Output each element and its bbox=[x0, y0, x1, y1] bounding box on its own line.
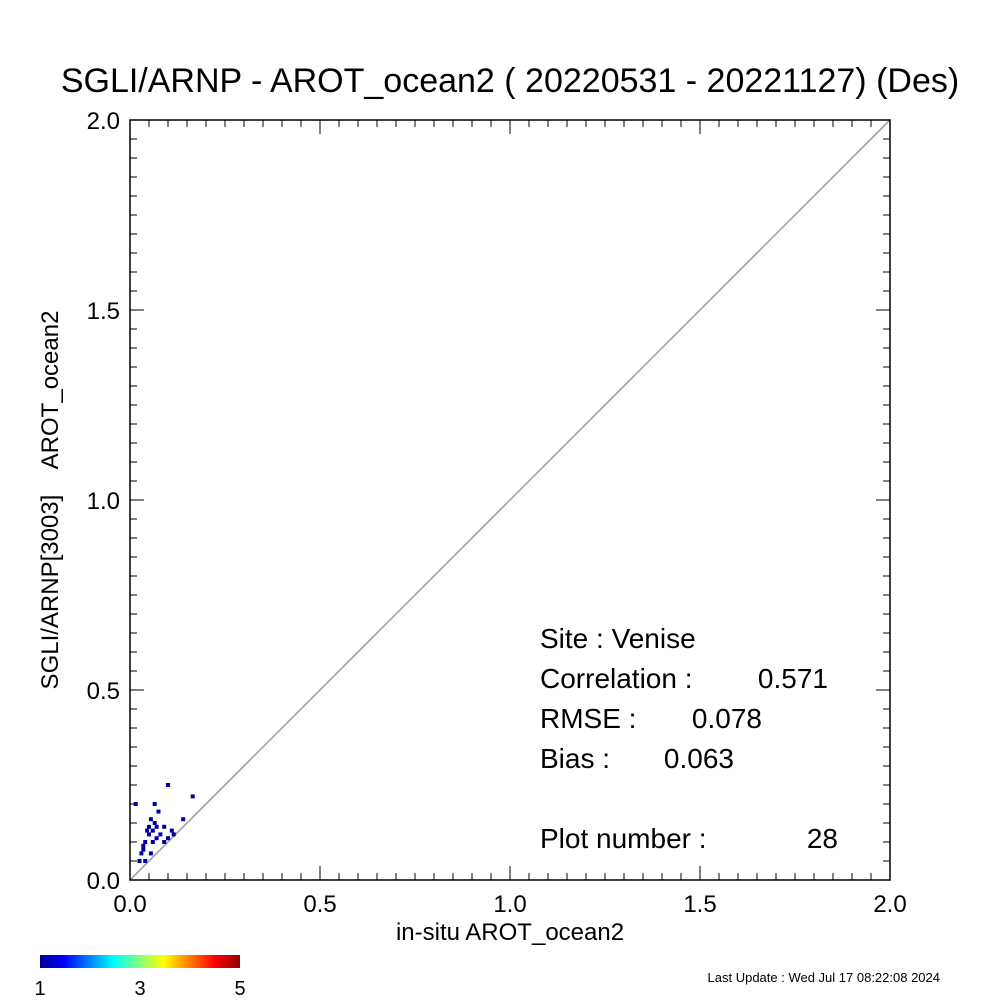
data-point bbox=[162, 840, 167, 844]
stat-value: 0.063 bbox=[664, 743, 734, 774]
stat-label: Bias : bbox=[540, 743, 610, 774]
data-point bbox=[141, 843, 146, 848]
stat-label: RMSE : bbox=[540, 703, 636, 734]
data-point bbox=[145, 828, 150, 833]
data-point bbox=[156, 809, 161, 814]
data-point bbox=[150, 840, 155, 844]
y-axis-label: SGLI/ARNP[3003] AROT_ocean2 bbox=[37, 311, 64, 690]
y-tick-label: 1.5 bbox=[87, 298, 120, 325]
x-tick-label: 0.0 bbox=[113, 891, 146, 918]
x-tick-label: 1.0 bbox=[493, 891, 526, 918]
y-tick-label: 0.5 bbox=[87, 678, 120, 705]
x-axis-label: in-situ AROT_ocean2 bbox=[396, 919, 624, 946]
data-point bbox=[143, 840, 148, 844]
colorbar-label: 3 bbox=[134, 978, 145, 1000]
colorbar-labels: 1 3 5 bbox=[34, 978, 245, 1000]
one-to-one-line bbox=[129, 119, 891, 881]
axis-ticks bbox=[129, 119, 891, 881]
y-tick-label: 0.0 bbox=[87, 868, 120, 895]
data-point bbox=[147, 824, 151, 829]
statistics-panel: Site : Venise Correlation : 0.571 RMSE : 0.0… bbox=[540, 623, 838, 854]
data-point bbox=[190, 794, 195, 799]
data-point bbox=[171, 832, 176, 837]
stat-label: Plot number : bbox=[540, 823, 707, 854]
data-points bbox=[133, 783, 195, 863]
tick-labels: 0.0 0.5 1.0 1.5 2.0 0.0 0.5 1.0 1.5 2.0 bbox=[87, 108, 907, 918]
x-tick-label: 0.5 bbox=[303, 891, 336, 918]
stat-value: 28 bbox=[807, 823, 838, 854]
stat-value: 0.571 bbox=[758, 663, 828, 694]
data-point bbox=[162, 824, 167, 829]
data-point bbox=[152, 802, 157, 806]
stat-value: 0.078 bbox=[692, 703, 762, 734]
stat-label: Correlation : bbox=[540, 663, 693, 694]
data-point bbox=[143, 859, 148, 863]
data-point bbox=[166, 783, 170, 787]
plot-frame bbox=[129, 119, 891, 881]
data-point bbox=[181, 817, 186, 822]
data-point bbox=[139, 851, 144, 856]
data-point bbox=[148, 817, 153, 822]
colorbar-label: 5 bbox=[234, 978, 245, 1000]
data-point bbox=[166, 836, 170, 841]
data-point bbox=[150, 828, 155, 833]
data-point bbox=[169, 828, 174, 833]
data-point bbox=[148, 851, 153, 856]
data-point bbox=[152, 821, 157, 825]
stat-label: Site : Venise bbox=[540, 623, 696, 654]
chart-title: SGLI/ARNP - AROT_ocean2 ( 20220531 - 202… bbox=[61, 62, 959, 100]
data-point bbox=[154, 824, 159, 829]
data-point bbox=[154, 836, 159, 841]
y-tick-label: 1.0 bbox=[87, 488, 120, 515]
colorbar-label: 1 bbox=[34, 978, 45, 1000]
data-point bbox=[137, 859, 142, 863]
x-tick-label: 2.0 bbox=[873, 891, 906, 918]
last-update: Last Update : Wed Jul 17 08:22:08 2024 bbox=[708, 970, 940, 985]
y-tick-label: 2.0 bbox=[87, 108, 120, 135]
data-point bbox=[133, 802, 138, 806]
colorbar bbox=[40, 955, 240, 968]
data-point bbox=[158, 832, 163, 837]
data-point bbox=[147, 832, 151, 837]
data-point bbox=[141, 847, 146, 852]
x-tick-label: 1.5 bbox=[683, 891, 716, 918]
